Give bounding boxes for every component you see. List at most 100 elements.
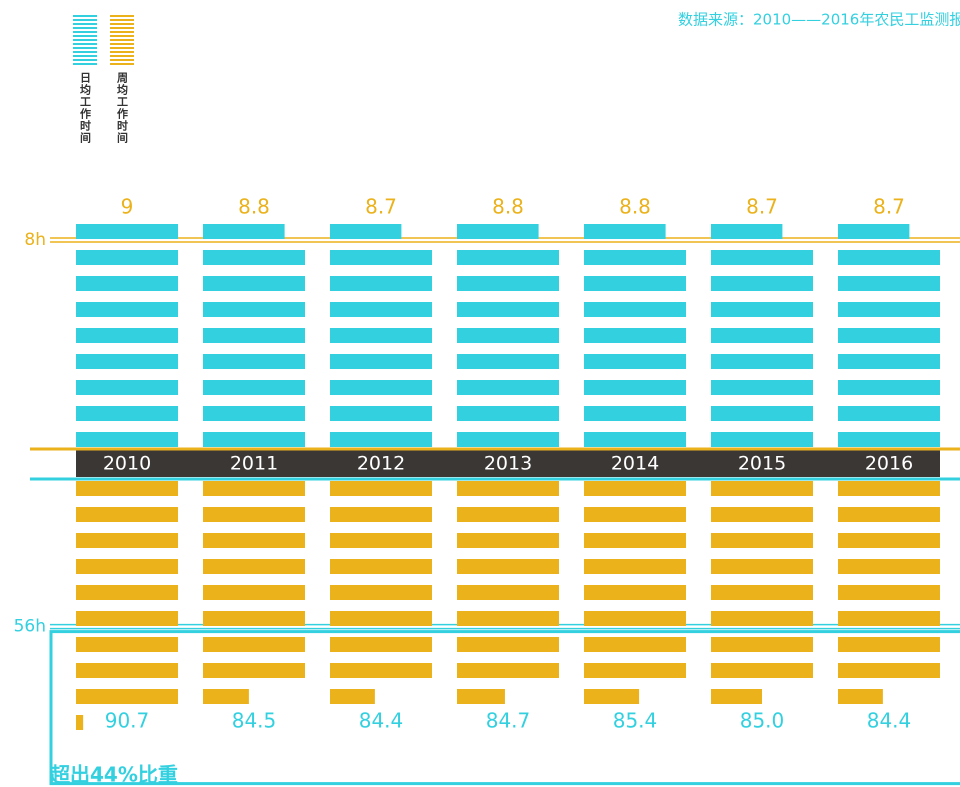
bar-stripe (457, 406, 559, 421)
legend-swatch (110, 23, 134, 25)
year-label: 2013 (484, 453, 532, 475)
bar-stripe (584, 302, 686, 317)
bar (838, 224, 940, 447)
bar (711, 481, 813, 704)
bar-stripe (457, 663, 559, 678)
bar-stripe (584, 328, 686, 343)
bar-stripe (330, 481, 432, 496)
bar-stripe (838, 559, 940, 574)
source-note: 数据来源：2010——2016年农民工监测报 (678, 11, 960, 29)
legend-swatch (73, 19, 97, 21)
bar-stripe (203, 533, 305, 548)
bar-stripe (584, 689, 640, 704)
bar-stripe (457, 611, 559, 626)
legend-swatch (110, 27, 134, 29)
legend-swatch (110, 59, 134, 61)
year-label: 2011 (230, 453, 278, 475)
bar-stripe (711, 302, 813, 317)
bar-stripe (330, 559, 432, 574)
bar-stripe (711, 276, 813, 291)
bar-stripe (457, 432, 559, 447)
year-band (76, 449, 940, 477)
bar-stripe (711, 533, 813, 548)
value-label: 8.8 (238, 195, 270, 219)
legend-swatch (110, 35, 134, 37)
bar-stripe (76, 354, 178, 369)
legend-swatch (110, 19, 134, 21)
bar-stripe (838, 481, 940, 496)
value-label: 8.7 (873, 195, 905, 219)
reference-label: 56h (14, 617, 46, 637)
bar-stripe (330, 637, 432, 652)
highlight-box (49, 630, 960, 786)
bar-stripe (584, 507, 686, 522)
bar-stripe (457, 276, 559, 291)
bar-stripe (76, 663, 178, 678)
bar-stripe (711, 328, 813, 343)
legend-swatch (73, 15, 97, 17)
value-label: 85.0 (740, 709, 785, 733)
bar-stripe (76, 276, 178, 291)
value-label: 84.4 (867, 709, 912, 733)
bar-stripe (584, 276, 686, 291)
bar-stripe (76, 715, 84, 730)
value-label: 8.7 (746, 195, 778, 219)
bar-stripe (203, 507, 305, 522)
legend-swatch (73, 63, 97, 65)
bar-stripe (838, 224, 910, 239)
year-label: 2012 (357, 453, 405, 475)
bar-stripe (76, 380, 178, 395)
legend-label: 日均工作时间 (79, 72, 92, 144)
legend-swatch (73, 27, 97, 29)
bar-stripe (76, 328, 178, 343)
value-label: 84.7 (486, 709, 531, 733)
legend-swatch (73, 35, 97, 37)
bar-stripe (330, 432, 432, 447)
bar-stripe (838, 663, 940, 678)
bar-stripe (711, 559, 813, 574)
bar-stripe (203, 481, 305, 496)
bar (457, 224, 559, 447)
bar-stripe (203, 302, 305, 317)
bar-stripe (584, 250, 686, 265)
legend-swatch (73, 23, 97, 25)
value-label: 84.5 (232, 709, 277, 733)
bar-stripe (330, 689, 375, 704)
bar-stripe (203, 224, 285, 239)
bar-stripe (838, 380, 940, 395)
value-label: 9 (121, 195, 134, 219)
bar-stripe (584, 354, 686, 369)
legend-swatch (110, 15, 134, 17)
legend-label: 周均工作时间 (116, 72, 129, 144)
bar-stripe (203, 380, 305, 395)
bar-stripe (584, 432, 686, 447)
value-label: 8.8 (492, 195, 524, 219)
bar-stripe (203, 276, 305, 291)
bar-stripe (457, 481, 559, 496)
bar-stripe (838, 585, 940, 600)
bar-stripe (76, 507, 178, 522)
bar-stripe (584, 585, 686, 600)
bar-stripe (203, 585, 305, 600)
bar-stripe (203, 663, 305, 678)
bar-stripe (330, 585, 432, 600)
legend-swatch (110, 63, 134, 65)
bar-stripe (838, 432, 940, 447)
reference-label: 8h (24, 230, 46, 250)
bar-stripe (203, 406, 305, 421)
legend-swatch (110, 43, 134, 45)
bar-stripe (584, 533, 686, 548)
bar-stripe (457, 302, 559, 317)
bar-stripe (457, 585, 559, 600)
bar-stripe (330, 533, 432, 548)
bar-stripe (330, 276, 432, 291)
bar-stripe (330, 406, 432, 421)
bar-stripe (76, 585, 178, 600)
bar-stripe (584, 637, 686, 652)
bar-stripe (711, 689, 762, 704)
bar (76, 224, 178, 447)
value-label: 85.4 (613, 709, 658, 733)
bar-stripe (838, 276, 940, 291)
bar-stripe (76, 302, 178, 317)
bar (203, 224, 305, 447)
